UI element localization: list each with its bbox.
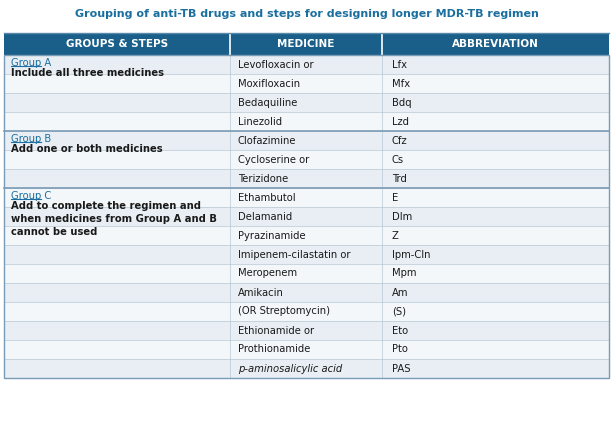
Text: Meropenem: Meropenem [238, 269, 297, 278]
Bar [4, 245, 609, 264]
Text: Ethionamide or: Ethionamide or [238, 326, 314, 335]
Text: Cfz: Cfz [392, 136, 408, 145]
Bar [4, 359, 609, 378]
Text: Trd: Trd [392, 173, 407, 184]
Text: p-aminosalicylic acid: p-aminosalicylic acid [238, 363, 342, 374]
Text: Linezolid: Linezolid [238, 116, 282, 127]
Bar [4, 226, 609, 245]
Bar [4, 207, 609, 226]
Bar [4, 55, 609, 378]
Text: Z: Z [392, 230, 399, 241]
Text: (S): (S) [392, 306, 406, 317]
Text: (OR Streptomycin): (OR Streptomycin) [238, 306, 330, 317]
Text: Bedaquiline: Bedaquiline [238, 97, 297, 108]
Text: Cycloserine or: Cycloserine or [238, 155, 309, 164]
Text: Lzd: Lzd [392, 116, 409, 127]
Text: Cs: Cs [392, 155, 404, 164]
Text: MEDICINE: MEDICINE [277, 39, 335, 49]
Bar [4, 33, 609, 55]
Text: Clofazimine: Clofazimine [238, 136, 297, 145]
Text: Delamanid: Delamanid [238, 212, 292, 221]
Text: Group B: Group B [11, 134, 51, 144]
Bar [4, 283, 609, 302]
Text: GROUPS & STEPS: GROUPS & STEPS [66, 39, 168, 49]
Bar [4, 188, 609, 207]
Text: Group A: Group A [11, 58, 51, 68]
Text: Am: Am [392, 287, 408, 298]
Text: PAS: PAS [392, 363, 411, 374]
Bar [4, 150, 609, 169]
Text: Grouping of anti-TB drugs and steps for designing longer MDR-TB regimen: Grouping of anti-TB drugs and steps for … [75, 9, 538, 19]
Text: Mfx: Mfx [392, 79, 410, 88]
Text: Ethambutol: Ethambutol [238, 193, 295, 202]
Bar [4, 169, 609, 188]
Text: Lfx: Lfx [392, 60, 407, 70]
Bar [4, 264, 609, 283]
Text: Levofloxacin or: Levofloxacin or [238, 60, 314, 70]
Bar [4, 340, 609, 359]
Bar [4, 112, 609, 131]
Text: E: E [392, 193, 398, 202]
Text: Dlm: Dlm [392, 212, 413, 221]
Text: Add to complete the regimen and
when medicines from Group A and B
cannot be used: Add to complete the regimen and when med… [11, 201, 217, 238]
Text: Imipenem-cilastatin or: Imipenem-cilastatin or [238, 249, 351, 260]
Text: Eto: Eto [392, 326, 408, 335]
Text: Include all three medicines: Include all three medicines [11, 68, 164, 78]
Text: Amikacin: Amikacin [238, 287, 284, 298]
Text: Ipm-Cln: Ipm-Cln [392, 249, 430, 260]
Bar [4, 131, 609, 150]
Text: Mpm: Mpm [392, 269, 416, 278]
Text: Bdq: Bdq [392, 97, 411, 108]
Text: Add one or both medicines: Add one or both medicines [11, 144, 162, 154]
Text: ABBREVIATION: ABBREVIATION [452, 39, 539, 49]
Text: Pto: Pto [392, 345, 408, 354]
Bar [4, 74, 609, 93]
Bar [4, 93, 609, 112]
Bar [4, 302, 609, 321]
Bar [4, 321, 609, 340]
Text: Group C: Group C [11, 191, 51, 201]
Text: Prothionamide: Prothionamide [238, 345, 310, 354]
Text: Terizidone: Terizidone [238, 173, 288, 184]
Bar [4, 55, 609, 74]
Text: Moxifloxacin: Moxifloxacin [238, 79, 300, 88]
Text: Pyrazinamide: Pyrazinamide [238, 230, 306, 241]
